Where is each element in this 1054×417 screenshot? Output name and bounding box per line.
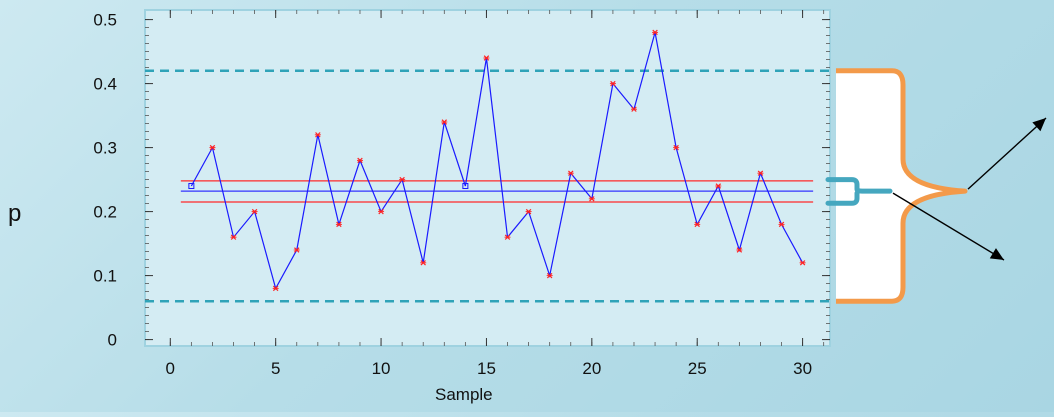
x-tick-label: 10 <box>372 359 391 378</box>
x-tick-label: 20 <box>582 359 601 378</box>
x-tick-label: 30 <box>793 359 812 378</box>
arrow-up-right <box>968 118 1046 189</box>
x-tick-label: 15 <box>477 359 496 378</box>
arrow-down-right-head <box>990 248 1004 260</box>
x-axis-label: Sample <box>435 385 493 405</box>
x-tick-label: 5 <box>271 359 280 378</box>
arrow-down-right <box>893 193 1004 260</box>
y-tick-label: 0.1 <box>93 267 117 286</box>
x-tick-label: 0 <box>166 359 175 378</box>
x-tick-label: 25 <box>688 359 707 378</box>
y-tick-label: 0.4 <box>93 75 117 94</box>
y-tick-label: 0.2 <box>93 203 117 222</box>
y-axis-label: p <box>8 200 21 228</box>
y-tick-label: 0 <box>108 331 117 350</box>
plot-area <box>145 10 830 346</box>
y-tick-label: 0.3 <box>93 139 117 158</box>
y-tick-label: 0.5 <box>93 11 117 30</box>
